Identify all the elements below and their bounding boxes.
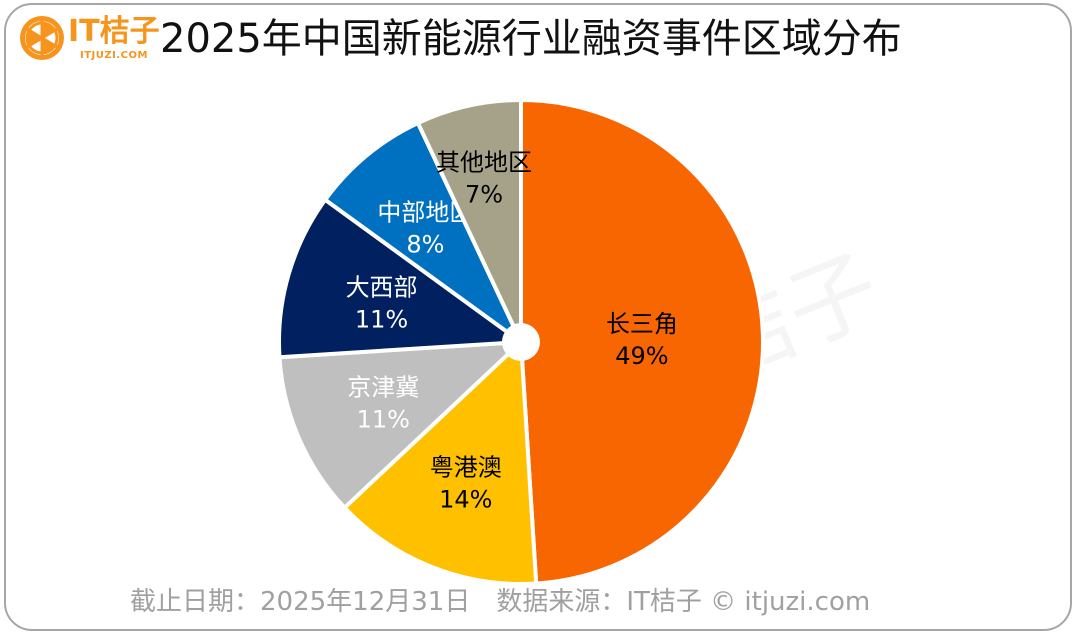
- slice-label-name: 粤港澳: [430, 454, 502, 482]
- slice-label-pct: 11%: [355, 305, 408, 333]
- slice-changsanjiao: [519, 97, 765, 586]
- footer-source: 截止日期：2025年12月31日 数据来源：IT桔子 © itjuzi.com: [130, 587, 871, 617]
- logo-text: IT桔子: [68, 14, 160, 49]
- chart-title: 2025年中国新能源行业融资事件区域分布: [160, 16, 902, 62]
- slice-daxibu: [277, 196, 527, 360]
- slice-label-pct: 14%: [439, 486, 492, 514]
- slice-label-name: 大西部: [346, 273, 418, 301]
- slice-label-name: 京津冀: [347, 374, 419, 402]
- slice-jingjinji: [277, 339, 527, 511]
- slice-qita: [415, 97, 523, 343]
- slice-label-pct: 49%: [615, 342, 668, 370]
- orange-logo-icon: [20, 16, 64, 60]
- logo-subtext: ITJUZI.COM: [80, 50, 148, 61]
- slice-zhongbu: [322, 120, 523, 344]
- slice-label-pct: 11%: [357, 406, 410, 434]
- pie-center-hole: [502, 323, 540, 361]
- slice-yuegangao: [341, 337, 539, 586]
- slice-label-pct: 8%: [406, 230, 444, 258]
- slice-label-name: 其他地区: [436, 149, 532, 177]
- slice-label-name: 长三角: [606, 310, 678, 338]
- slice-label-pct: 7%: [465, 181, 503, 209]
